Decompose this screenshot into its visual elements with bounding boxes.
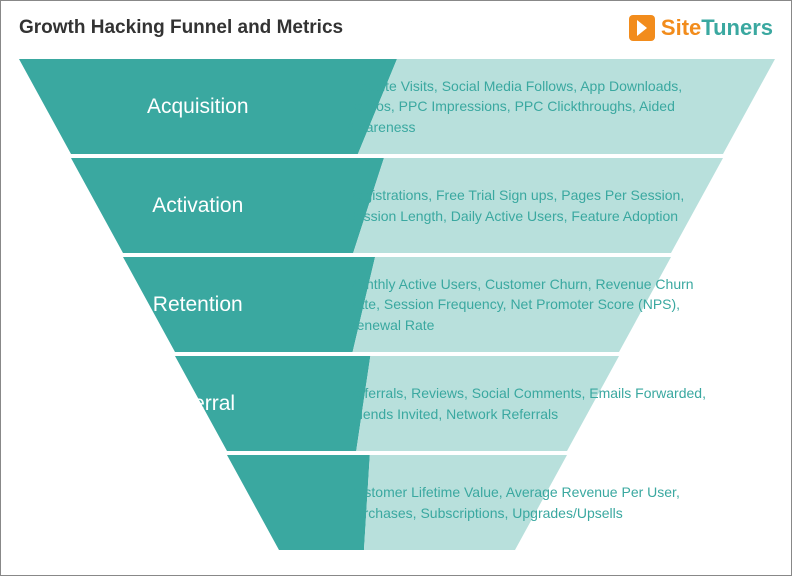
- funnel-stage: Retention Monthly Active Users, Customer…: [19, 257, 775, 352]
- funnel-stage: Referral Referrals, Reviews, Social Comm…: [19, 356, 775, 451]
- sitetuners-icon: [629, 15, 655, 41]
- stage-name: Retention: [19, 293, 337, 317]
- funnel-stage: Acquisition Website Visits, Social Media…: [19, 59, 775, 154]
- logo-text-tuners: Tuners: [701, 15, 773, 40]
- stage-metrics: Monthly Active Users, Customer Churn, Re…: [337, 274, 775, 335]
- logo: SiteTuners: [629, 15, 773, 41]
- stage-name: Revenue: [19, 491, 337, 515]
- stage-metrics: Customer Lifetime Value, Average Revenue…: [337, 482, 775, 523]
- page-title: Growth Hacking Funnel and Metrics: [19, 17, 343, 39]
- funnel-stage: Revenue Customer Lifetime Value, Average…: [19, 455, 775, 550]
- infographic-frame: Growth Hacking Funnel and Metrics SiteTu…: [0, 0, 792, 576]
- stage-metrics: Registrations, Free Trial Sign ups, Page…: [337, 185, 775, 226]
- stage-metrics: Website Visits, Social Media Follows, Ap…: [337, 76, 775, 137]
- stage-name: Activation: [19, 194, 337, 218]
- logo-text-site: Site: [661, 15, 701, 40]
- stage-metrics: Referrals, Reviews, Social Comments, Ema…: [337, 383, 775, 424]
- header: Growth Hacking Funnel and Metrics SiteTu…: [19, 15, 773, 41]
- stage-name: Acquisition: [19, 95, 337, 119]
- stage-name: Referral: [19, 392, 337, 416]
- funnel-diagram: Acquisition Website Visits, Social Media…: [19, 59, 775, 549]
- funnel-stage: Activation Registrations, Free Trial Sig…: [19, 158, 775, 253]
